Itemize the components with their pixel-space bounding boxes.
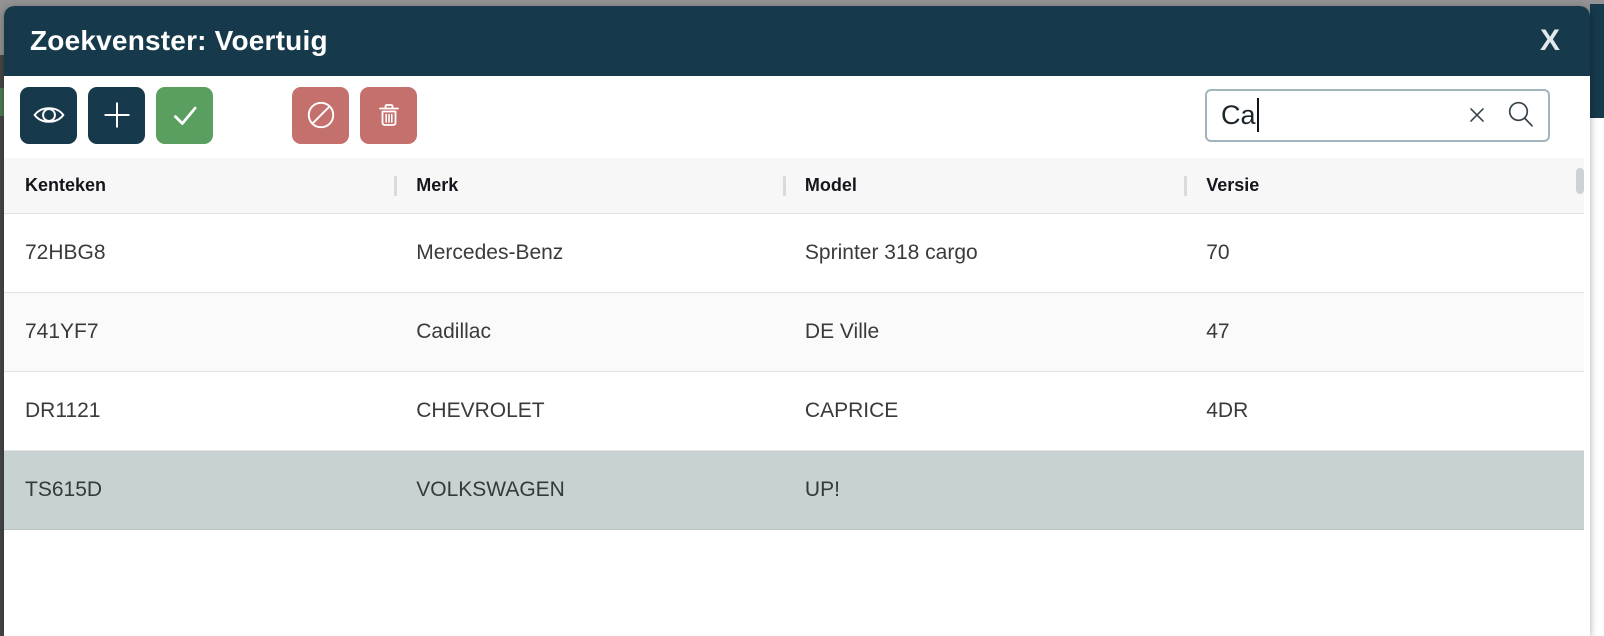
no-entry-icon xyxy=(304,98,338,132)
column-header-model[interactable]: Model xyxy=(782,175,1184,196)
eye-icon xyxy=(32,98,66,132)
table-row[interactable]: 741YF7 Cadillac DE Ville 47 xyxy=(4,292,1584,371)
column-header-kenteken[interactable]: Kenteken xyxy=(25,175,107,195)
dialog-title: Zoekvenster: Voertuig xyxy=(30,25,328,56)
confirm-button[interactable] xyxy=(156,86,213,144)
table-row-selected[interactable]: TS615D VOLKSWAGEN UP! xyxy=(4,450,1584,530)
column-separator xyxy=(782,175,786,196)
text-cursor xyxy=(1256,98,1260,132)
background-app-header-edge xyxy=(1590,4,1604,118)
search-input[interactable]: Ca xyxy=(1205,88,1550,142)
column-header-merk[interactable]: Merk xyxy=(394,175,783,196)
clear-search-icon[interactable] xyxy=(1464,102,1490,128)
plus-icon xyxy=(100,98,134,132)
column-separator xyxy=(1184,175,1188,196)
column-separator xyxy=(394,175,398,196)
results-table: Kenteken Merk Model Versie 72HBG8 Merced… xyxy=(4,158,1590,530)
table-row[interactable]: DR1121 CHEVROLET CAPRICE 4DR xyxy=(4,371,1584,450)
table-row[interactable]: 72HBG8 Mercedes-Benz Sprinter 318 cargo … xyxy=(4,213,1584,292)
trash-icon xyxy=(373,99,405,131)
table-header-row: Kenteken Merk Model Versie xyxy=(4,158,1584,213)
add-button[interactable] xyxy=(88,86,145,144)
cancel-button[interactable] xyxy=(292,86,349,144)
magnifier-icon[interactable] xyxy=(1504,98,1538,132)
view-button[interactable] xyxy=(20,86,77,144)
delete-button[interactable] xyxy=(360,86,417,144)
background-app-accent xyxy=(0,88,4,116)
close-button[interactable]: X xyxy=(1539,24,1560,57)
check-icon xyxy=(168,98,202,132)
dialog-header: Zoekvenster: Voertuig X xyxy=(4,6,1590,76)
background-app-edge xyxy=(0,55,4,636)
toolbar: Ca xyxy=(4,76,1590,154)
column-header-versie[interactable]: Versie xyxy=(1184,175,1584,196)
vertical-scrollbar-thumb[interactable] xyxy=(1576,168,1584,194)
vehicle-search-dialog: Zoekvenster: Voertuig X xyxy=(4,6,1590,636)
background-app-body-edge xyxy=(1590,118,1604,636)
search-input-value: Ca xyxy=(1221,99,1256,130)
